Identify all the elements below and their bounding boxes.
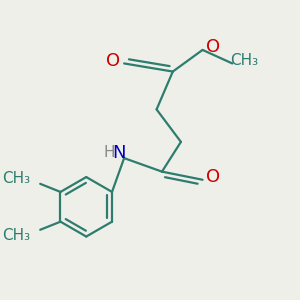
Text: CH₃: CH₃ [230,53,259,68]
Text: N: N [112,144,125,162]
Text: CH₃: CH₃ [3,228,31,243]
Text: O: O [106,52,120,70]
Text: H: H [103,145,115,160]
Text: CH₃: CH₃ [3,171,31,186]
Text: O: O [206,38,220,56]
Text: O: O [206,168,220,186]
